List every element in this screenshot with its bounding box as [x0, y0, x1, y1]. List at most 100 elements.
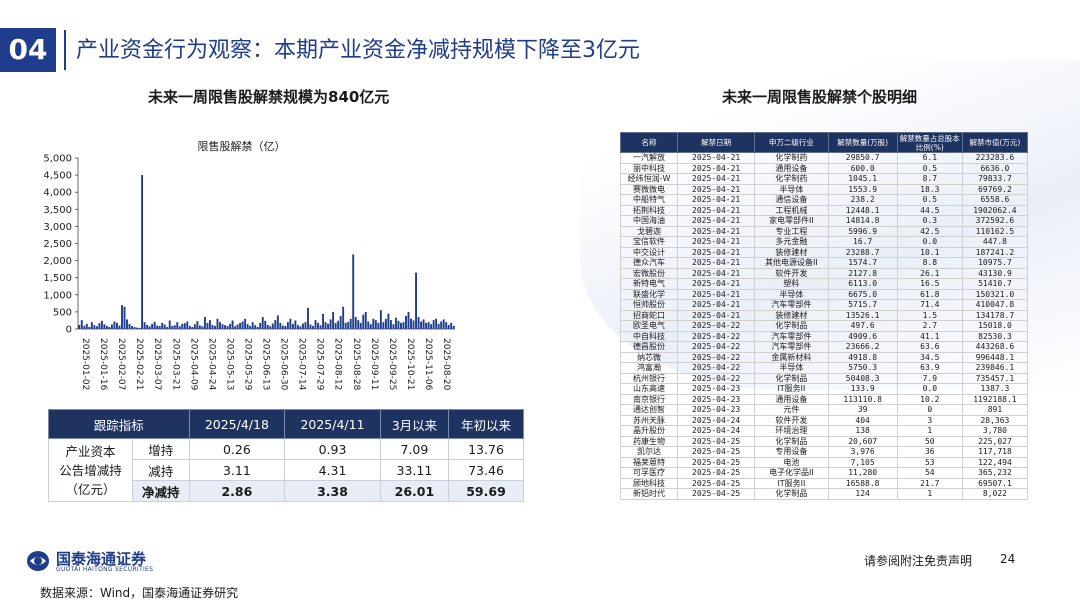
table-cell: 2025-04-22 — [676, 341, 756, 353]
bar — [236, 324, 239, 329]
x-tick-label: 2025-09-11 — [369, 338, 379, 390]
table-cell: 891 — [961, 404, 1029, 416]
bar — [234, 326, 237, 329]
bar — [219, 322, 221, 329]
table-cell: 26.01 — [379, 480, 450, 502]
table-cell: 家电零部件II — [754, 215, 829, 227]
table-cell: 41.1 — [896, 330, 963, 342]
bar — [301, 323, 304, 329]
bar — [442, 319, 445, 329]
table-cell: 装修建材 — [754, 309, 829, 321]
y-tick-label: 1,500 — [43, 273, 72, 284]
title-divider — [64, 30, 66, 70]
x-tick-label: 2025-03-07 — [152, 338, 162, 390]
tracking-header: 3月以来 — [379, 409, 450, 439]
table-cell: 1 — [896, 425, 963, 437]
table-cell: 苏州天脉 — [620, 414, 678, 426]
table-cell: 238.2 — [827, 194, 898, 206]
table-cell: 2025-04-21 — [676, 246, 756, 258]
bar — [269, 326, 272, 329]
table-cell: 18.3 — [896, 183, 963, 195]
table-cell: 0.5 — [896, 194, 963, 206]
table-cell: 电池 — [754, 456, 829, 468]
table-row: 经纬恒润-W 2025-04-21 化学制药 1045.1 8.7 79833.7 — [620, 173, 1029, 185]
bar — [148, 326, 151, 329]
bar — [249, 325, 252, 329]
tracking-table: 跟踪指标 2025/4/18 2025/4/11 3月以来 年初以来 产业资本 公告增减持… — [48, 409, 524, 502]
x-tick-label: 2025-11-06 — [423, 338, 433, 391]
table-cell: 28,363 — [961, 414, 1029, 426]
table-cell: 2025-04-25 — [676, 446, 756, 458]
table-row: 新铝时代 2025-04-25 化学制品 124 1 8,022 — [620, 488, 1029, 500]
table-cell: 中交设计 — [620, 246, 678, 258]
bar — [141, 175, 144, 329]
x-tick-label: 2025-02-21 — [134, 338, 144, 390]
table-cell: 德昌股份 — [620, 341, 678, 353]
bar — [201, 326, 204, 329]
table-cell: 223283.6 — [961, 152, 1029, 164]
bar — [354, 317, 357, 329]
y-tick-label: 4,500 — [43, 171, 72, 182]
table-cell: 138 — [827, 425, 898, 437]
table-cell: 4918.8 — [827, 351, 898, 363]
table-cell: 51410.7 — [961, 278, 1029, 290]
tracking-header: 2025/4/11 — [284, 409, 381, 439]
table-row: 净减持 2.86 3.38 26.01 59.69 — [49, 480, 524, 502]
table-cell: 33.11 — [379, 459, 450, 481]
table-cell: 2025-04-21 — [676, 215, 756, 227]
x-tick-label: 2025-08-28 — [351, 338, 361, 391]
table-row: 产业资本 公告增减持 （亿元） 增持 0.26 0.93 7.09 13.76 — [48, 438, 524, 502]
table-cell: 专业工程 — [754, 225, 829, 237]
table-cell: 4.31 — [284, 459, 381, 481]
bar — [214, 325, 216, 329]
table-cell: 可孚医疗 — [620, 467, 678, 479]
bar — [405, 316, 407, 329]
table-cell: 2025-04-21 — [676, 225, 756, 237]
x-tick-label: 2025-08-12 — [333, 338, 343, 390]
table-row: 鸿富瀚 2025-04-22 半导体 5750.3 63.9 239846.1 — [620, 362, 1029, 374]
table-cell: 2025-04-24 — [676, 414, 756, 426]
table-cell: 中船特气 — [620, 194, 678, 206]
bar — [211, 324, 214, 329]
bar — [279, 322, 282, 329]
table-row: 纳芯微 2025-04-22 金属新材料 4918.8 34.5 996448.1 — [620, 351, 1029, 363]
table-cell: 联盛化学 — [620, 288, 678, 300]
stock-table-header: 解禁数量占总股本比例(%) — [896, 132, 963, 153]
bar — [427, 322, 430, 329]
bar — [203, 317, 206, 329]
bar — [324, 322, 327, 329]
table-row: 中交设计 2025-04-21 装修建材 23288.7 10.1 187241.2 — [620, 246, 1029, 258]
table-cell: 42.5 — [896, 225, 963, 237]
table-cell: 塑料 — [754, 278, 829, 290]
table-cell: 2025-04-21 — [676, 288, 756, 300]
table-cell: 6636.0 — [961, 162, 1029, 174]
bar — [415, 272, 417, 329]
table-row: 恒帅股份 2025-04-21 汽车零部件 5715.7 71.4 410047.8 — [620, 299, 1029, 311]
table-cell: 6113.0 — [827, 278, 898, 290]
chart-subtitle: 未来一周限售股解禁规模为840亿元 — [148, 88, 390, 106]
table-cell: 2025-04-21 — [676, 257, 756, 269]
table-cell: 187241.2 — [961, 246, 1029, 258]
row-label: 增持 — [132, 438, 190, 460]
table-cell: 新特电气 — [620, 278, 678, 290]
table-cell: 通信设备 — [754, 194, 829, 206]
table-cell: 2025-04-21 — [676, 267, 756, 279]
table-cell: 0.26 — [188, 438, 286, 460]
bar — [191, 326, 194, 329]
table-cell: 69769.2 — [961, 183, 1029, 195]
bar — [274, 320, 277, 329]
table-cell: 59.69 — [448, 480, 524, 502]
bar — [196, 321, 199, 329]
bar — [266, 324, 269, 329]
bar — [181, 323, 184, 329]
table-cell: 7.09 — [379, 438, 450, 460]
table-cell: IT服务II — [754, 383, 829, 395]
bar — [121, 305, 123, 329]
table-cell: 3,780 — [961, 425, 1029, 437]
table-cell: 16588.8 — [827, 477, 898, 489]
table-cell: 福莱蒽特 — [620, 456, 678, 468]
stock-table-header: 解禁市值(万元) — [961, 132, 1029, 153]
bar — [110, 324, 113, 329]
table-cell: 宏微股份 — [620, 267, 678, 279]
bar — [226, 325, 229, 329]
